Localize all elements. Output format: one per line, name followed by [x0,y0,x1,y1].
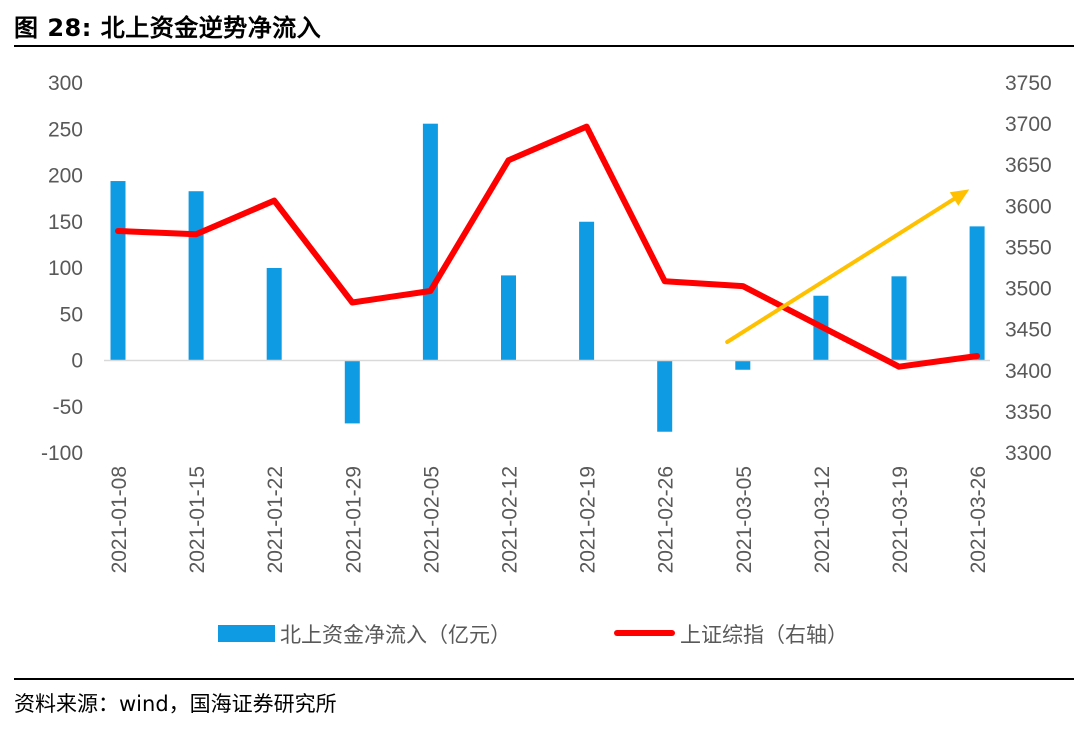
legend-line-label: 上证综指（右轴） [680,623,848,647]
line-series [115,123,981,370]
left-tick-label: -50 [53,396,83,419]
bar [501,275,516,361]
left-tick-label: 150 [48,211,83,234]
bar [657,360,673,432]
right-tick-label: 3600 [1005,195,1052,218]
x-tick-label: 2021-03-12 [811,466,834,573]
legend-bar-label: 北上资金净流入（亿元） [280,623,511,647]
top-rule [14,45,1074,47]
arrow-shaft [725,196,957,344]
x-tick-label: 2021-02-12 [499,466,522,573]
x-axis-labels: 2021-01-08 2021-01-15 2021-01-22 2021-01-29… [108,466,990,573]
left-tick-label: 200 [48,165,83,188]
figure-title: 图 28: 北上资金逆势净流入 [14,14,322,42]
source-note: 资料来源：wind，国海证券研究所 [14,692,337,716]
arrow-head [949,189,970,206]
left-tick-label: 300 [48,72,83,95]
right-tick-label: 3450 [1005,319,1052,342]
right-tick-label: 3400 [1005,360,1052,383]
bar [110,181,126,361]
bar [969,226,985,361]
left-tick-label: -100 [41,442,83,465]
bar [344,360,360,424]
x-tick-label: 2021-01-08 [108,466,131,573]
right-tick-label: 3300 [1005,442,1052,465]
x-tick-label: 2021-02-19 [577,466,600,573]
legend: 北上资金净流入（亿元） 上证综指（右轴） [218,623,848,647]
bar [579,221,595,361]
x-tick-label: 2021-03-19 [889,466,912,573]
x-tick-label: 2021-03-05 [733,466,756,573]
bar [891,276,907,361]
right-tick-label: 3550 [1005,236,1052,259]
bar [188,191,204,361]
left-tick-label: 250 [48,118,83,141]
right-tick-label: 3350 [1005,401,1052,424]
line-path [115,123,981,370]
bar-series [110,123,985,432]
trend-arrow [725,189,970,344]
right-tick-label: 3700 [1005,113,1052,136]
bar [266,268,282,361]
left-tick-label: 50 [60,303,83,326]
right-tick-label: 3750 [1005,72,1052,95]
bar [735,360,751,370]
right-tick-label: 3650 [1005,154,1052,177]
left-tick-label: 100 [48,257,83,280]
x-tick-label: 2021-01-15 [186,466,209,573]
x-tick-label: 2021-02-26 [655,466,678,573]
bottom-rule [14,678,1074,680]
x-tick-label: 2021-03-26 [967,466,990,573]
bar [422,123,438,361]
x-tick-label: 2021-01-29 [342,466,365,573]
legend-bar-swatch [218,625,275,642]
left-axis: 300 250 200 150 100 50 0 -50 -100 [41,72,83,465]
right-axis: 3750 3700 3650 3600 3550 3500 3450 3400 3350 3300 [1005,72,1052,465]
x-tick-label: 2021-02-05 [420,466,443,573]
right-tick-label: 3500 [1005,278,1052,301]
x-tick-label: 2021-01-22 [264,466,287,573]
left-tick-label: 0 [71,350,83,373]
